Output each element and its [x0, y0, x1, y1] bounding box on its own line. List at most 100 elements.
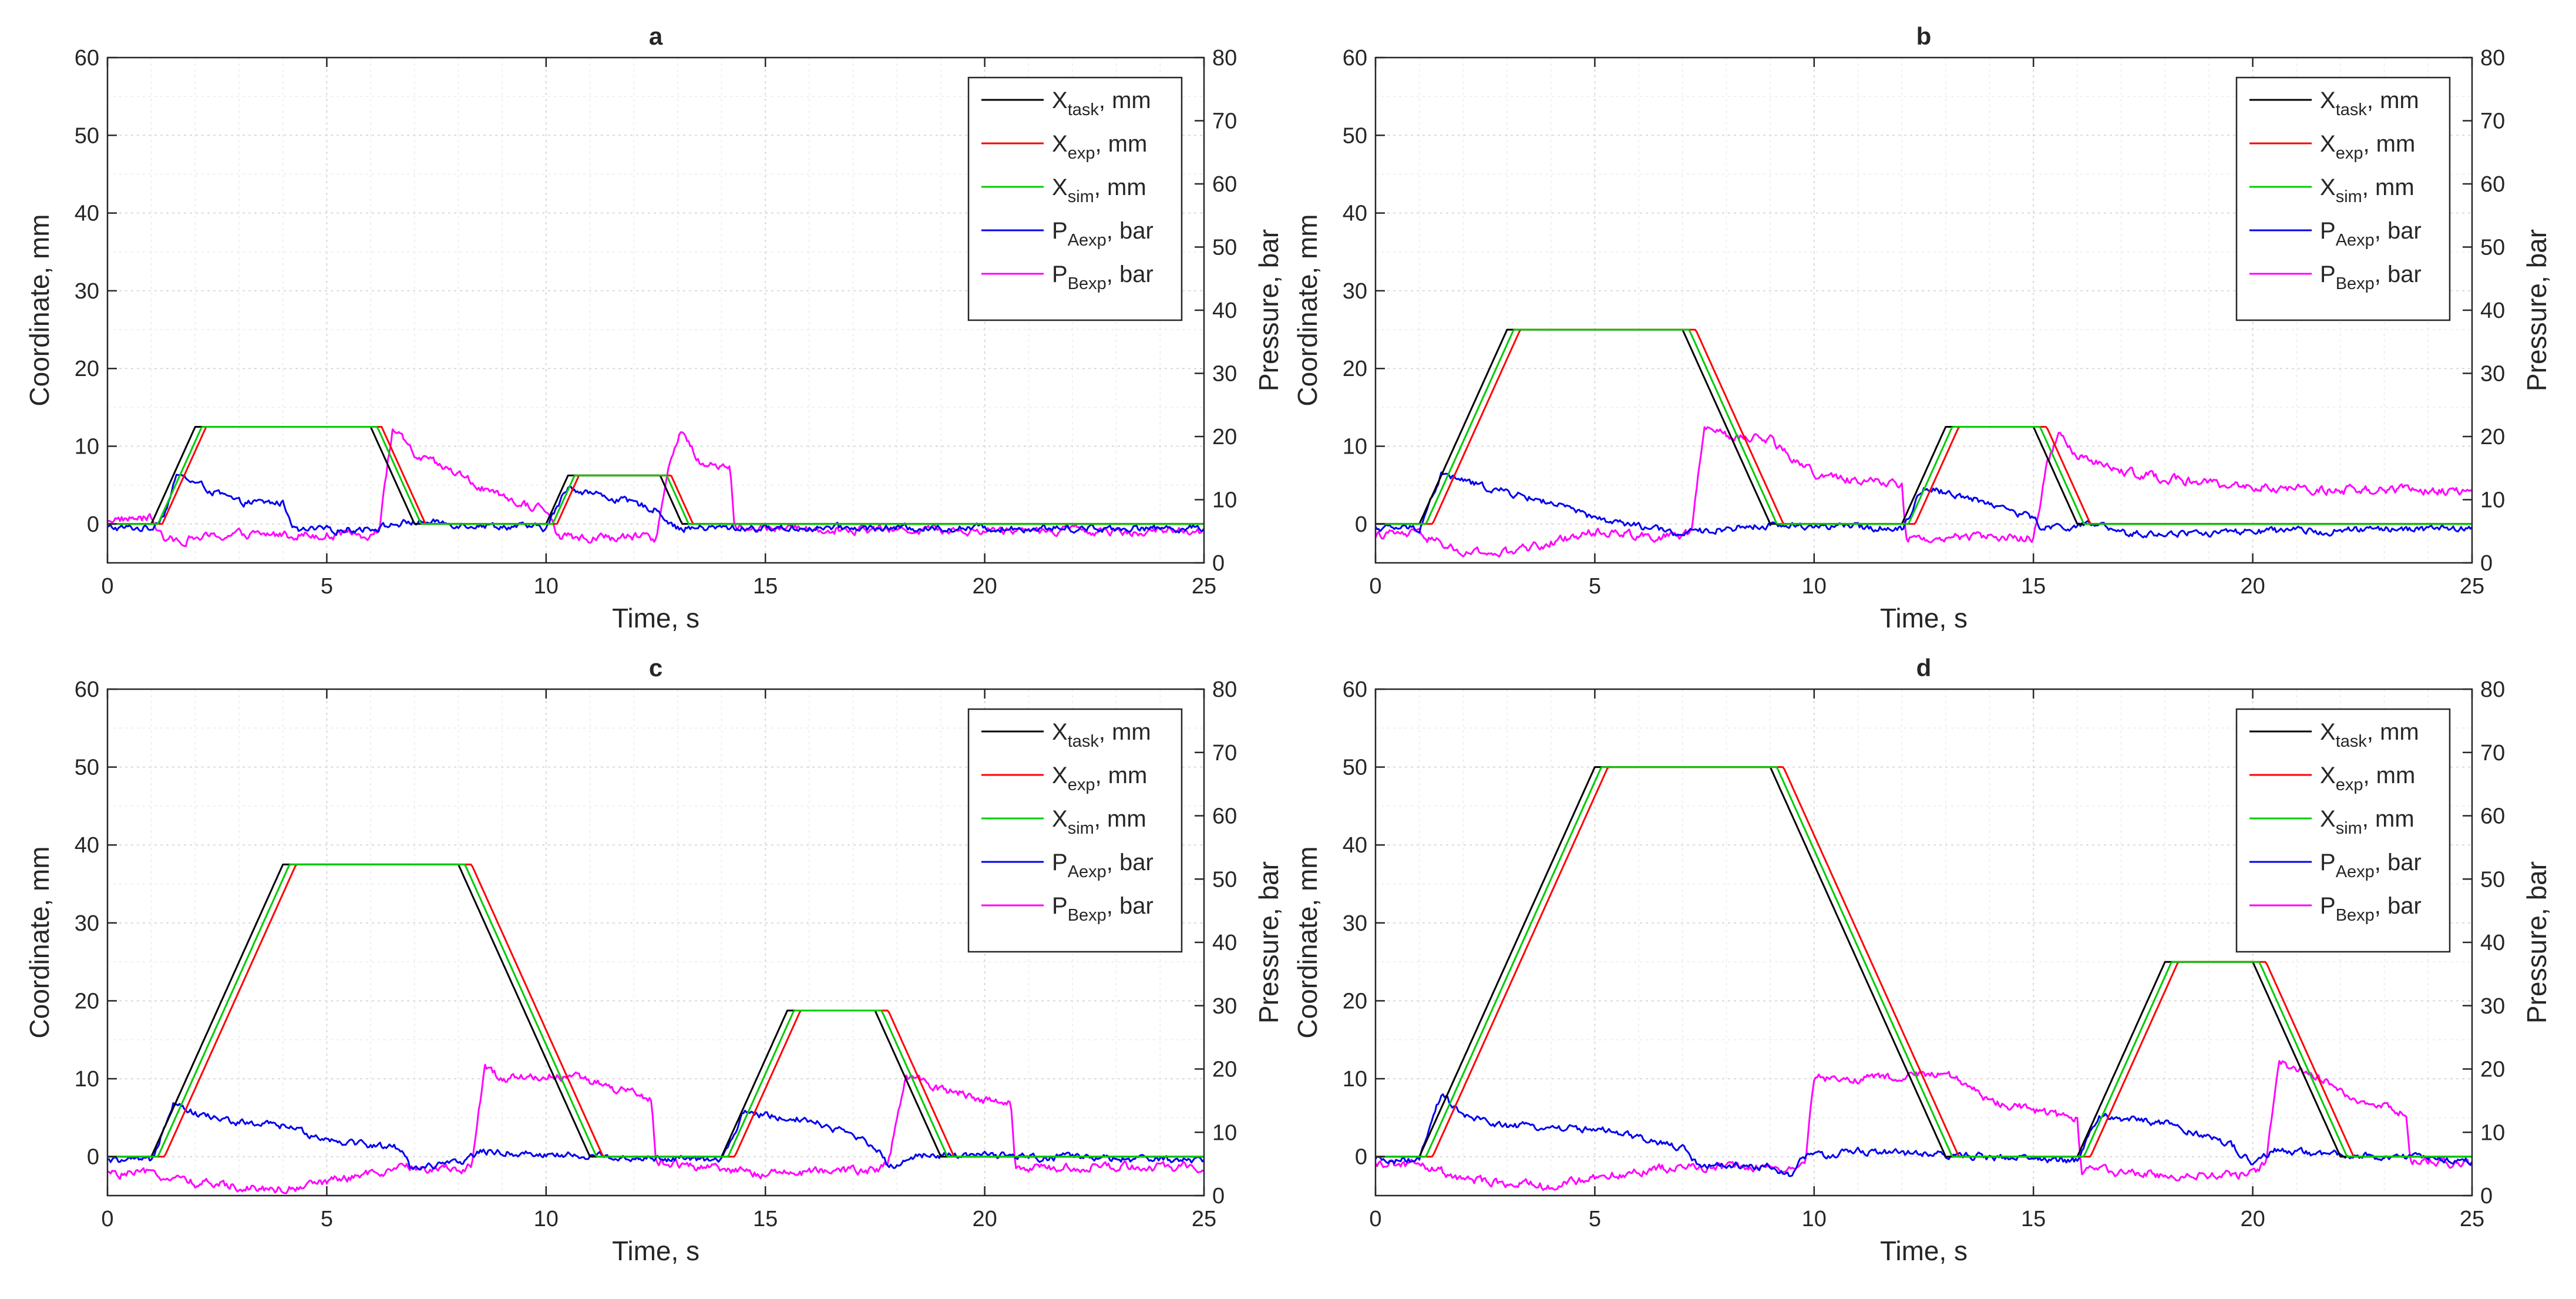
y-right-axis-label: Pressure, bar — [1253, 229, 1284, 391]
legend: Xtask, mm Xexp, mm Xsim, mm PAexp, bar PBexp… — [2235, 708, 2451, 953]
series-lines — [1376, 766, 2472, 1191]
y-left-axis-label: Coordinate, mm — [24, 846, 55, 1038]
y-left-tick-label: 50 — [75, 123, 99, 148]
legend-label-x-exp: Xexp, mm — [1052, 763, 1147, 794]
x-tick-label: 0 — [101, 574, 113, 599]
x-tick-label: 5 — [321, 574, 333, 599]
legend: Xtask, mm Xexp, mm Xsim, mm PAexp, bar PBexp… — [2235, 76, 2451, 321]
y-left-tick-label: 10 — [75, 435, 99, 459]
y-right-axis-label: Pressure, bar — [1253, 861, 1284, 1023]
panel-b: 0 5 10 15 20 25010203040506001020304050607080… — [1292, 22, 2552, 633]
y-right-tick-label: 80 — [2480, 677, 2505, 702]
legend-label-x-exp: Xexp, mm — [2320, 131, 2415, 163]
legend-label-x-task: Xtask, mm — [2320, 719, 2419, 751]
panel-c: 0 5 10 15 20 25010203040506001020304050607080… — [24, 654, 1284, 1266]
y-right-tick-label: 80 — [2480, 46, 2505, 71]
x-tick-label: 0 — [1369, 574, 1381, 599]
y-right-tick-label: 60 — [1212, 172, 1237, 197]
y-right-tick-label: 30 — [1212, 994, 1237, 1019]
x-tick-label: 10 — [534, 1207, 559, 1231]
x-tick-label: 5 — [1589, 574, 1601, 599]
panel-a: 0 5 10 15 20 25010203040506001020304050607080… — [24, 22, 1284, 633]
legend-label-x-sim: Xsim, mm — [1052, 806, 1146, 838]
series-lines — [1376, 328, 2472, 558]
y-right-axis-label: Pressure, bar — [2521, 861, 2552, 1023]
x-tick-label: 0 — [101, 1207, 113, 1231]
y-right-tick-label: 40 — [1212, 931, 1237, 955]
panel-title: b — [1916, 22, 1932, 50]
legend-label-p-a: PAexp, bar — [2320, 218, 2422, 250]
series-x-sim — [1376, 766, 2472, 1158]
series-x-sim — [107, 426, 1204, 525]
series-p-b — [107, 428, 1204, 548]
legend-label-p-b: PBexp, bar — [2320, 261, 2422, 293]
y-left-tick-label: 0 — [87, 512, 99, 537]
x-tick-label: 20 — [2240, 1207, 2265, 1231]
legend: Xtask, mm Xexp, mm Xsim, mm PAexp, bar PBexp… — [967, 76, 1183, 321]
y-right-tick-label: 40 — [2480, 931, 2505, 955]
x-tick-label: 20 — [972, 574, 997, 599]
y-left-tick-label: 10 — [75, 1067, 99, 1092]
y-right-tick-label: 60 — [2480, 172, 2505, 197]
y-right-tick-label: 10 — [1212, 488, 1237, 513]
y-left-axis-label: Coordinate, mm — [1292, 214, 1323, 406]
y-right-tick-label: 20 — [1212, 1058, 1237, 1082]
y-right-tick-label: 0 — [2480, 551, 2493, 576]
y-right-tick-label: 0 — [2480, 1184, 2493, 1209]
panel-title: d — [1916, 654, 1932, 682]
y-left-axis-label: Coordinate, mm — [24, 214, 55, 406]
x-tick-label: 10 — [534, 574, 559, 599]
x-tick-label: 15 — [2021, 574, 2046, 599]
y-right-tick-label: 10 — [2480, 1120, 2505, 1145]
x-tick-label: 5 — [321, 1207, 333, 1231]
legend-label-x-sim: Xsim, mm — [2320, 174, 2414, 206]
y-right-tick-label: 60 — [1212, 804, 1237, 829]
y-left-tick-label: 40 — [1343, 833, 1367, 858]
y-right-tick-label: 30 — [2480, 362, 2505, 387]
x-tick-label: 15 — [753, 1207, 778, 1231]
legend-label-p-b: PBexp, bar — [1052, 893, 1154, 925]
y-right-tick-label: 0 — [1212, 551, 1225, 576]
x-axis-label: Time, s — [612, 1236, 700, 1266]
legend-label-x-task: Xtask, mm — [1052, 719, 1151, 751]
y-left-tick-label: 60 — [75, 677, 99, 702]
x-tick-label: 20 — [2240, 574, 2265, 599]
y-right-tick-label: 50 — [2480, 867, 2505, 892]
series-p-a — [1376, 1093, 2472, 1177]
panel-title: a — [649, 22, 663, 50]
panel-title: c — [649, 654, 663, 682]
y-left-tick-label: 40 — [75, 202, 99, 226]
y-right-tick-label: 20 — [1212, 425, 1237, 449]
legend-label-p-a: PAexp, bar — [2320, 850, 2422, 881]
y-left-tick-label: 60 — [1343, 677, 1367, 702]
series-p-b — [1376, 1060, 2472, 1191]
y-left-tick-label: 20 — [75, 357, 99, 381]
y-right-tick-label: 70 — [2480, 109, 2505, 134]
legend-label-x-sim: Xsim, mm — [1052, 174, 1146, 206]
y-right-tick-label: 10 — [2480, 488, 2505, 513]
x-tick-label: 25 — [1192, 574, 1216, 599]
y-left-tick-label: 10 — [1343, 435, 1367, 459]
y-right-tick-label: 70 — [2480, 741, 2505, 766]
series-x-exp — [1376, 766, 2472, 1158]
y-left-tick-label: 20 — [1343, 357, 1367, 381]
legend-label-p-a: PAexp, bar — [1052, 850, 1154, 881]
x-tick-label: 20 — [972, 1207, 997, 1231]
legend-label-x-sim: Xsim, mm — [2320, 806, 2414, 838]
y-left-tick-label: 50 — [1343, 123, 1367, 148]
y-right-tick-label: 70 — [1212, 741, 1237, 766]
legend: Xtask, mm Xexp, mm Xsim, mm PAexp, bar PBexp… — [967, 708, 1183, 953]
y-right-tick-label: 50 — [1212, 867, 1237, 892]
y-right-tick-label: 40 — [1212, 298, 1237, 323]
x-tick-label: 25 — [1192, 1207, 1216, 1231]
y-left-tick-label: 20 — [1343, 989, 1367, 1013]
y-right-tick-label: 50 — [2480, 236, 2505, 260]
y-right-tick-label: 0 — [1212, 1184, 1225, 1209]
legend-label-x-exp: Xexp, mm — [2320, 763, 2415, 794]
x-tick-label: 25 — [2460, 1207, 2484, 1231]
y-left-tick-label: 40 — [75, 833, 99, 858]
y-right-tick-label: 10 — [1212, 1120, 1237, 1145]
series-x-task — [1376, 766, 2472, 1158]
x-tick-label: 25 — [2460, 574, 2484, 599]
y-left-tick-label: 60 — [75, 46, 99, 71]
